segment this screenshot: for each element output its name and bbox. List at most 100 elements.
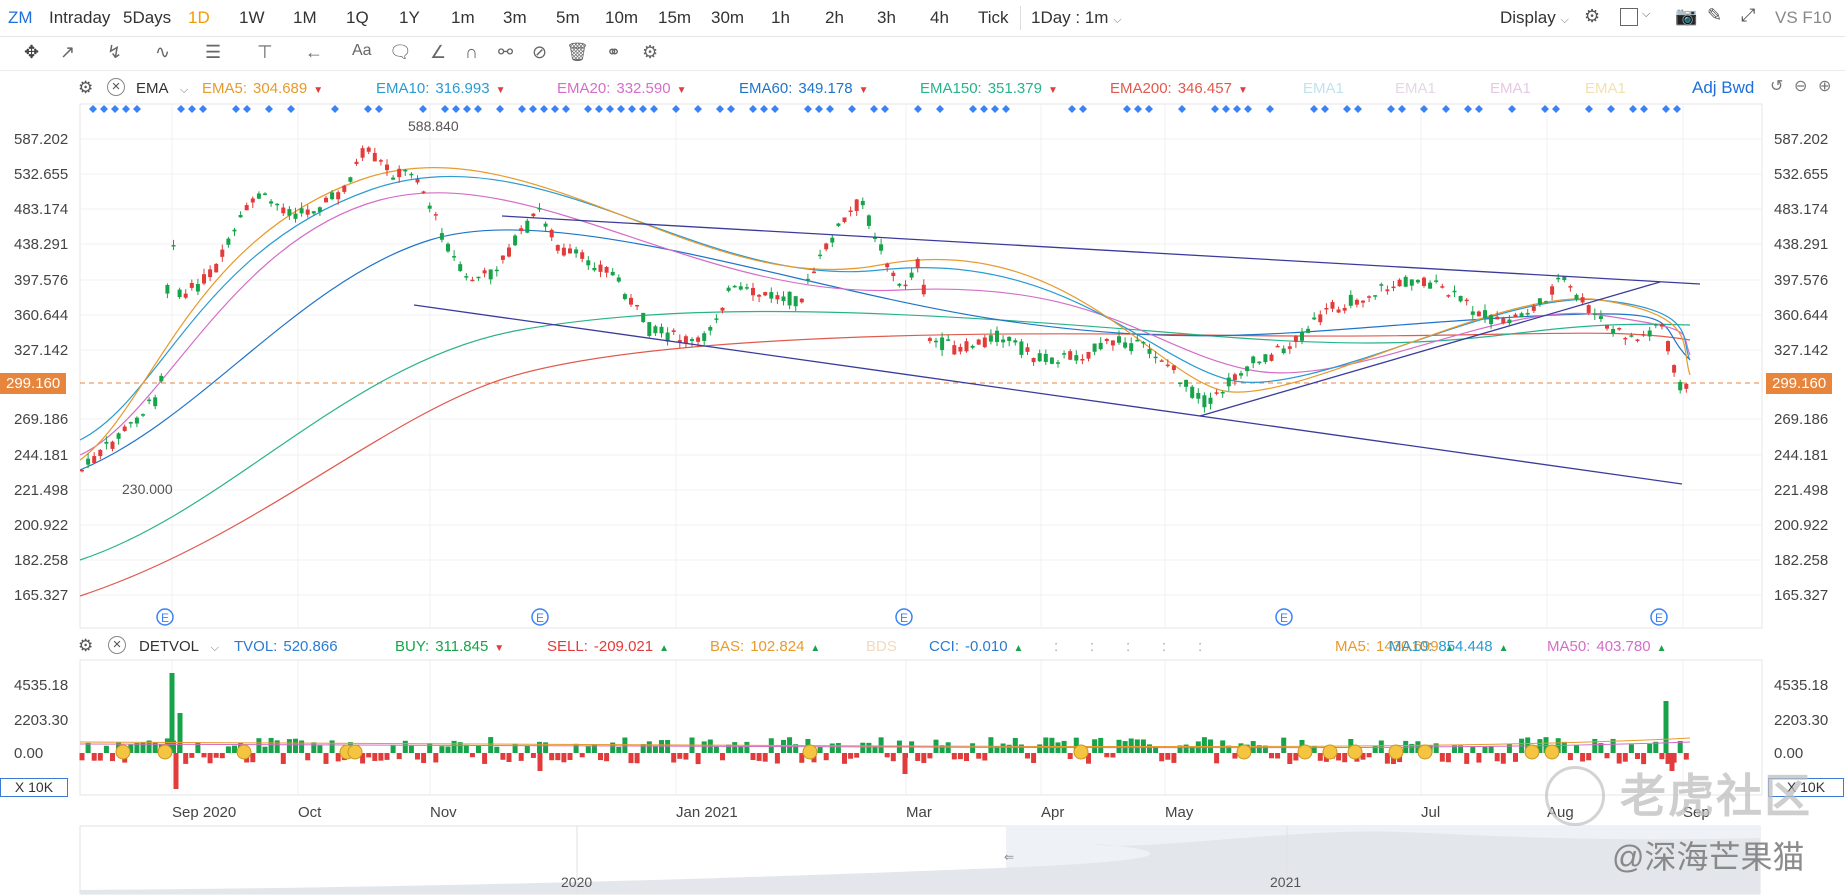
candle-body — [787, 291, 792, 306]
volume-bar — [415, 753, 420, 760]
vol-indicator-name[interactable]: DETVOL ⌵ — [139, 638, 219, 655]
vs-button[interactable]: VS F10 — [1775, 8, 1832, 28]
vol-legend-item[interactable]: MA50: 403.780 ▲ — [1547, 638, 1667, 655]
vol-legend-item[interactable]: CCI: -0.010 ▲ — [929, 638, 1023, 655]
volume-bar — [1592, 738, 1598, 753]
event-marker-label: E — [1280, 611, 1288, 625]
vol-label: MA5: — [1335, 638, 1371, 655]
volume-bar — [1159, 753, 1165, 762]
ema-close-icon[interactable]: × — [107, 78, 125, 96]
candle-body — [909, 272, 914, 278]
legend-separator: : — [1162, 638, 1167, 655]
volume-bar — [445, 746, 451, 753]
fullscreen-icon[interactable]: ⤢ — [1741, 5, 1756, 25]
tab-1m[interactable]: 1M — [293, 8, 317, 27]
vol-legend-item[interactable]: SELL: -209.021 ▲ — [547, 638, 669, 655]
comment-icon[interactable]: 🗨 — [389, 42, 412, 62]
volume-bar — [305, 753, 311, 761]
signal-dot — [551, 105, 559, 113]
ema-settings-icon[interactable]: ⚙ — [78, 78, 94, 97]
tab-2h[interactable]: 2h — [825, 8, 844, 27]
ema-indicator-name[interactable]: EMA ⌵ — [136, 80, 188, 97]
tab-1q[interactable]: 1Q — [346, 8, 369, 27]
candle-body — [1367, 296, 1372, 298]
volume-bar — [390, 744, 396, 753]
settings-gear-icon[interactable]: ⚙ — [1584, 6, 1601, 26]
vol-legend-item[interactable]: BAS: 102.824 ▲ — [710, 638, 820, 655]
candle-body — [921, 284, 926, 295]
vol-legend-item[interactable]: MA10: 854.448 ▲ — [1389, 638, 1509, 655]
vol-label: BAS: — [710, 638, 745, 655]
volume-bar — [1628, 744, 1634, 753]
chevron-down-icon[interactable]: ⌵ — [1642, 8, 1651, 20]
adj-bwd-button[interactable]: Adj Bwd — [1692, 78, 1755, 97]
tab-1min[interactable]: 1m — [451, 8, 475, 27]
camera-icon[interactable]: 📷 — [1675, 6, 1698, 26]
tab-5min[interactable]: 5m — [556, 8, 580, 27]
signal-dot — [1552, 105, 1560, 113]
price-tick-label: 244.181 — [14, 447, 69, 464]
settings-icon[interactable]: ⚙ — [642, 42, 659, 62]
tab-1h[interactable]: 1h — [771, 8, 790, 27]
tab-1y[interactable]: 1Y — [399, 8, 420, 27]
interval-select[interactable]: 1Day : 1m ⌵ — [1031, 8, 1122, 28]
vertical-line-icon[interactable]: ⊤ — [257, 42, 273, 62]
ema-legend-item[interactable]: EMA20: 332.590 ▼ — [557, 80, 687, 97]
hide-icon[interactable]: ⊘ — [532, 42, 548, 62]
tab-tick[interactable]: Tick — [978, 8, 1009, 27]
line-tool-icon[interactable]: ↗ — [60, 42, 76, 62]
volume-bar — [927, 753, 933, 759]
pen-icon[interactable]: ✎ — [1707, 5, 1723, 25]
vol-legend-item[interactable]: TVOL: 520.866 — [234, 638, 338, 655]
measure-icon[interactable]: ∠ — [430, 42, 447, 62]
delete-icon[interactable]: 🗑 — [566, 42, 589, 62]
reset-icon[interactable]: ↺ — [1770, 78, 1784, 95]
tab-10min[interactable]: 10m — [605, 8, 639, 27]
arrow-tool-icon[interactable]: ← — [305, 42, 323, 62]
text-tool-icon[interactable]: Aa — [352, 42, 372, 59]
vol-legend-item[interactable]: BUY: 311.845 ▼ — [395, 638, 504, 655]
fib-tool-icon[interactable]: ☰ — [205, 42, 222, 62]
vol-legend-item[interactable]: MA5: 1430.699 ▲ — [1335, 638, 1455, 655]
ema-legend-item[interactable]: EMA10: 316.993 ▼ — [376, 80, 506, 97]
event-marker-label: E — [900, 611, 908, 625]
tab-3h[interactable]: 3h — [877, 8, 896, 27]
link-icon[interactable]: ⚭ — [606, 42, 622, 62]
tab-3min[interactable]: 3m — [503, 8, 527, 27]
display-dropdown[interactable]: Display ⌵ — [1500, 8, 1569, 28]
tab-30min[interactable]: 30m — [711, 8, 745, 27]
tab-1w[interactable]: 1W — [239, 8, 265, 27]
candle-body — [537, 208, 542, 210]
vol-settings-icon[interactable]: ⚙ — [78, 636, 94, 655]
ema-legend-item[interactable]: EMA60: 349.178 ▼ — [739, 80, 869, 97]
ema-legend-item[interactable]: EMA5: 304.689 ▼ — [202, 80, 323, 97]
lock-icon[interactable]: ⚯ — [498, 42, 514, 62]
tab-4h[interactable]: 4h — [930, 8, 949, 27]
ema-legend-item[interactable]: EMA200: 346.457 ▼ — [1110, 80, 1248, 97]
symbol-label[interactable]: ZM — [8, 8, 33, 27]
tab-1d[interactable]: 1D — [188, 8, 210, 27]
navigator-handle-icon[interactable]: ⇐ — [1004, 850, 1015, 864]
candle-body — [1001, 339, 1006, 343]
ema-legend-item[interactable]: EMA150: 351.379 ▼ — [920, 80, 1058, 97]
tab-15min[interactable]: 15m — [658, 8, 692, 27]
volume-bar — [451, 740, 457, 753]
move-cross-icon[interactable]: ✥ — [24, 42, 40, 62]
volume-spike — [173, 753, 179, 789]
maximize-icon[interactable]: ⊕ — [1818, 78, 1832, 95]
candle-body — [86, 458, 91, 465]
magnet-icon[interactable]: ∩ — [465, 42, 478, 62]
tab-intraday[interactable]: Intraday — [49, 8, 111, 27]
polyline-tool-icon[interactable]: ↯ — [107, 42, 123, 62]
minimize-icon[interactable]: ⊖ — [1794, 78, 1808, 95]
vol-close-icon[interactable]: × — [108, 636, 126, 654]
volume-bar — [976, 753, 982, 759]
layout-square-icon[interactable] — [1620, 8, 1638, 26]
wave-tool-icon[interactable]: ∿ — [155, 42, 171, 62]
ema-label: EMA20: — [557, 80, 611, 97]
tab-5days[interactable]: 5Days — [123, 8, 172, 27]
volume-bar — [1458, 745, 1464, 753]
candle-body — [927, 338, 932, 341]
ema-label: EMA5: — [202, 80, 248, 97]
